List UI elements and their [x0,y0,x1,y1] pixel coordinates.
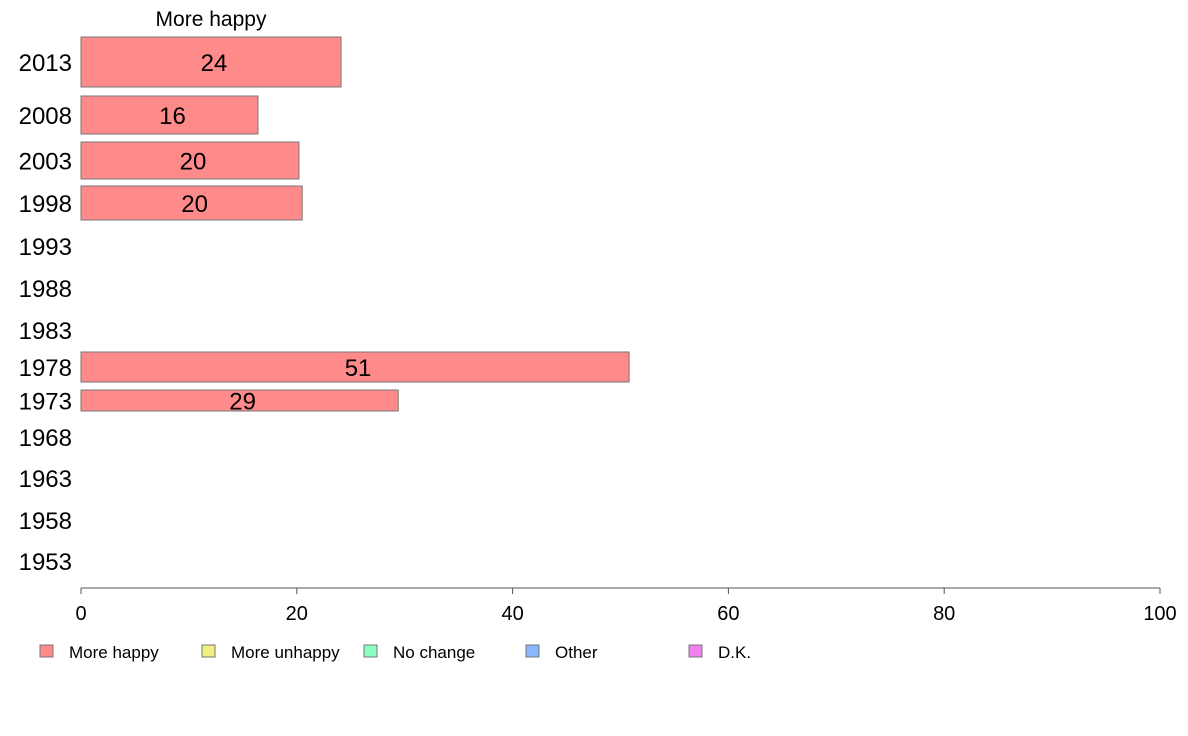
chart-title: More happy [156,8,267,31]
year-label: 1958 [19,508,72,535]
bars-layer [80,36,630,412]
legend-swatch [525,644,540,658]
value-labels: 24 16 20 20 51 29 [159,50,371,416]
bar-value-label: 51 [345,355,372,382]
legend-label: More unhappy [231,643,340,662]
year-label: 2008 [19,103,72,130]
legend-swatch [688,644,703,658]
year-label: 1968 [19,425,72,452]
year-labels: 2013 2008 2003 1998 1993 1988 1983 1978 1973 1968… [19,50,72,576]
x-tick-label: 40 [501,603,523,625]
year-label: 1973 [19,389,72,416]
year-label: 1983 [19,318,72,345]
bar [80,389,399,412]
legend-swatch [201,644,216,658]
year-label: 1953 [19,549,72,576]
legend: More happy More unhappy No change Other D.K. [39,643,751,662]
bar-value-label: 20 [181,191,208,218]
bar-value-label: 29 [229,389,256,416]
year-label: 2003 [19,149,72,176]
year-label: 1963 [19,466,72,493]
x-tick-label: 60 [717,603,739,625]
x-tick-label: 80 [933,603,955,625]
legend-label: D.K. [718,643,751,662]
x-axis: 0 20 40 60 80 100 [75,587,1177,625]
legend-label: No change [393,643,475,662]
year-label: 1988 [19,276,72,303]
bar [80,36,342,88]
legend-label: More happy [69,643,159,662]
bar-value-label: 24 [201,50,228,77]
x-tick-label: 0 [75,603,86,625]
legend-label: Other [555,643,598,662]
year-label: 1993 [19,234,72,261]
bar-value-label: 20 [180,149,207,176]
x-tick-label: 20 [286,603,308,625]
legend-swatch [39,644,54,658]
bar [80,185,303,221]
bar [80,351,630,383]
x-tick-label: 100 [1143,603,1176,625]
bar [80,95,259,135]
year-label: 2013 [19,50,72,77]
bar [80,141,300,180]
bar-value-label: 16 [159,103,186,130]
legend-swatch [363,644,378,658]
year-label: 1978 [19,355,72,382]
year-label: 1998 [19,191,72,218]
